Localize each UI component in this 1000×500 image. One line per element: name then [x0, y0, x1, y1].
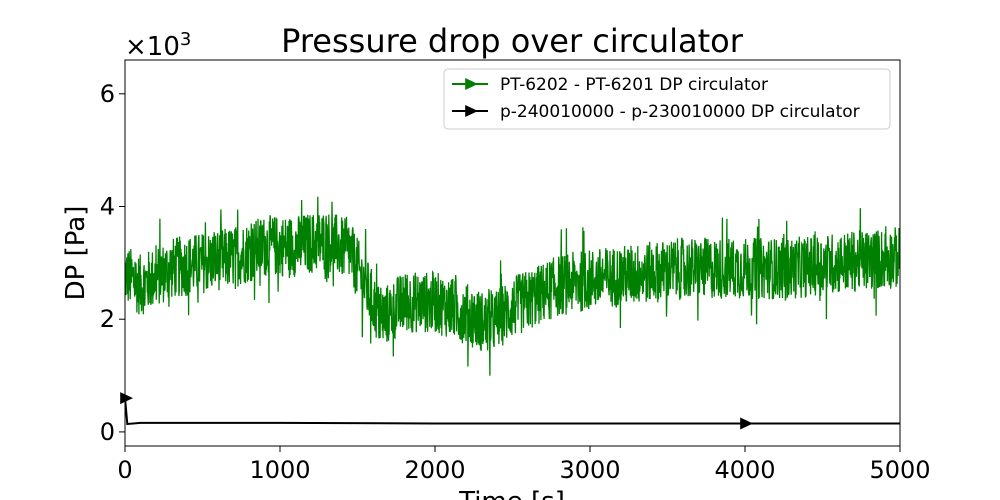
legend-box: [443, 68, 891, 130]
y-tick-label-6: 6: [100, 80, 115, 108]
legend-label-1: PT-6202 - PT-6201 DP circulator: [500, 75, 768, 95]
x-tick-label-3000: 3000: [559, 456, 620, 484]
x-tick-label-4000: 4000: [714, 456, 775, 484]
y-tick-label-4: 4: [100, 193, 115, 221]
plot-area: 0 1000 2000 3000 4000 5000 0 2 4 6 PT-6202 - PT-62…: [100, 59, 931, 484]
series-2-marker-2: [740, 417, 753, 430]
legend-label-2: p-240010000 - p-230010000 DP circulator: [500, 102, 860, 122]
legend-item-1: PT-6202 - PT-6201 DP circulator: [452, 75, 768, 95]
series-line-1: [125, 196, 900, 376]
series-line-2: [125, 398, 900, 426]
chart-title: Pressure drop over circulator: [281, 22, 744, 60]
y-multiplier-base: ×10: [125, 32, 180, 62]
series-2-marker-1: [120, 392, 133, 405]
plot-frame: [124, 59, 901, 447]
x-tick-label-2000: 2000: [404, 456, 465, 484]
y-multiplier-exponent: 3: [180, 29, 191, 50]
legend-marker-1: [465, 78, 478, 90]
y-tick-label-2: 2: [100, 305, 115, 333]
legend-marker-2: [465, 105, 478, 117]
x-tick-label-0: 0: [117, 456, 132, 484]
y-axis-multiplier: ×103: [125, 29, 191, 62]
y-tick-label-0: 0: [100, 418, 115, 446]
y-axis-label: DP [Pa]: [61, 206, 91, 301]
x-axis-label: Time [s]: [458, 487, 565, 500]
x-tick-label-5000: 5000: [869, 456, 930, 484]
legend-item-2: p-240010000 - p-230010000 DP circulator: [452, 102, 860, 122]
legend: PT-6202 - PT-6201 DP circulator p-2400100…: [443, 68, 891, 130]
x-tick-label-1000: 1000: [249, 456, 310, 484]
